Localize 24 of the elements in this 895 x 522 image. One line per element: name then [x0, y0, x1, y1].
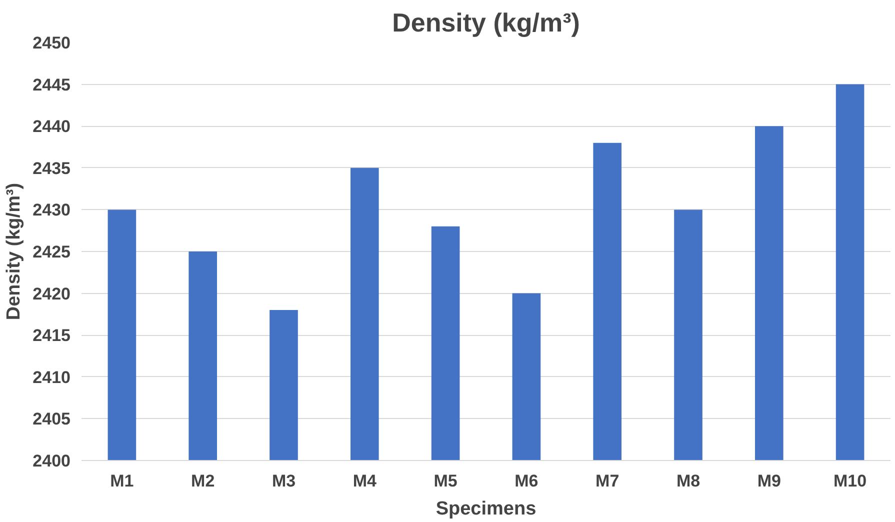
x-tick-label: M4	[352, 472, 378, 490]
x-axis-title: Specimens	[436, 498, 536, 520]
x-tick-label: M7	[596, 472, 620, 490]
y-tick-label: 2450	[32, 34, 71, 52]
y-tick-label: 2425	[32, 242, 71, 262]
x-tick-label: M10	[834, 472, 867, 490]
y-tick-label: 2445	[32, 75, 71, 94]
y-tick-label: 2415	[32, 326, 71, 346]
y-tick-label: 2410	[32, 368, 71, 387]
y-tick-label: 2440	[32, 117, 71, 136]
y-tick-label: 2420	[32, 284, 71, 304]
y-axis-title: Density (kg/m³)	[4, 182, 25, 320]
x-tick-label: M5	[434, 472, 458, 490]
y-tick-label: 2430	[32, 200, 71, 220]
y-tick-label: 2405	[32, 410, 71, 429]
x-tick-label: M6	[514, 472, 538, 490]
y-tick-label: 2400	[32, 452, 71, 470]
x-tick-label: M9	[757, 472, 781, 490]
x-tick-label: M1	[110, 472, 134, 490]
x-tick-label: M3	[272, 472, 296, 490]
x-tick-label: M2	[191, 472, 215, 490]
chart-title: Density (kg/m³)	[392, 8, 580, 38]
x-tick-label: M8	[676, 472, 700, 490]
y-tick-label: 2435	[32, 158, 71, 178]
